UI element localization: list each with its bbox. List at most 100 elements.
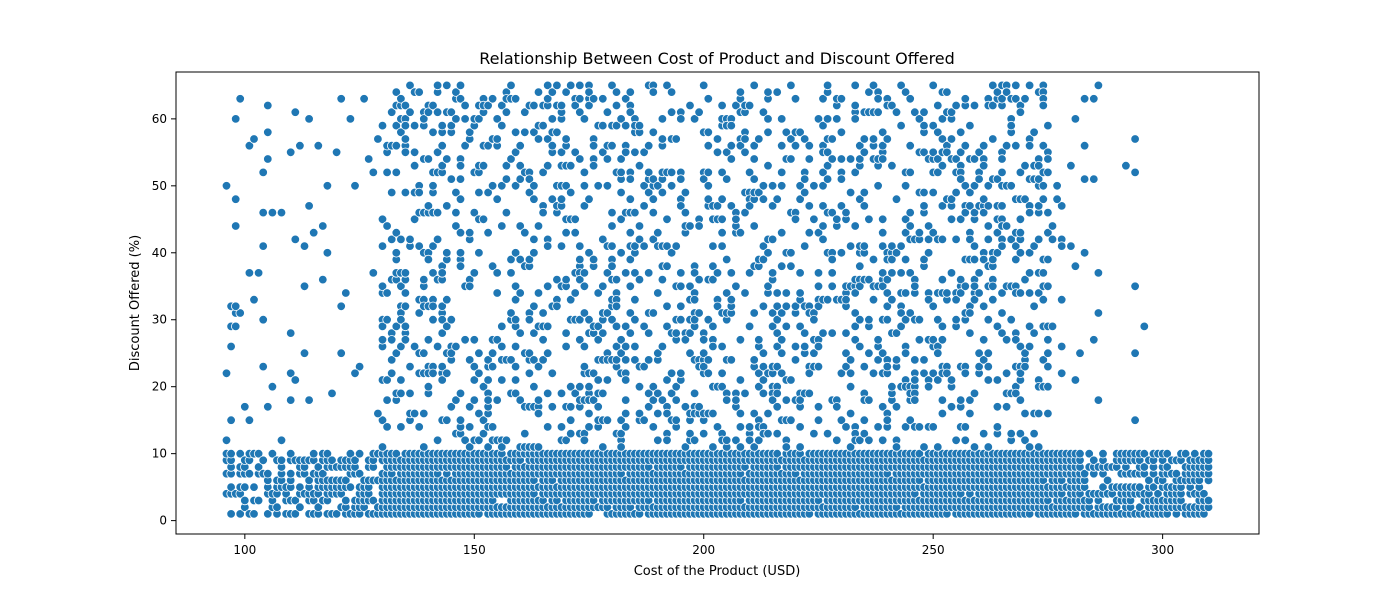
scatter-point: [575, 382, 585, 392]
scatter-point: [969, 100, 980, 111]
scatter-point: [969, 254, 980, 265]
scatter-point: [676, 114, 686, 124]
scatter-point: [1011, 140, 1021, 151]
scatter-point: [813, 341, 824, 352]
scatter-point: [772, 87, 782, 97]
scatter-point: [1006, 315, 1016, 325]
scatter-point: [1015, 248, 1026, 258]
scatter-point: [240, 402, 250, 412]
scatter-point: [864, 395, 874, 405]
scatter-point: [900, 288, 911, 298]
scatter-point: [428, 181, 438, 191]
scatter-point: [1038, 268, 1049, 278]
scatter-point: [543, 160, 553, 171]
scatter-point: [1033, 408, 1044, 419]
scatter-point: [331, 509, 342, 519]
scatter-point: [859, 147, 870, 158]
scatter-point: [1024, 80, 1035, 91]
scatter-point: [455, 80, 466, 91]
scatter-point: [1038, 181, 1049, 191]
scatter-point: [543, 388, 553, 399]
scatter-point: [1047, 321, 1058, 332]
scatter-point: [676, 301, 686, 312]
scatter-point: [644, 140, 654, 151]
scatter-point: [226, 482, 236, 492]
scatter-point: [804, 201, 815, 211]
scatter-point: [286, 449, 296, 459]
scatter-point: [634, 274, 645, 285]
scatter-point: [997, 167, 1007, 178]
scatter-point: [1024, 288, 1035, 298]
scatter-point: [644, 328, 654, 338]
scatter-point: [460, 335, 470, 345]
scatter-point: [552, 301, 562, 312]
scatter-point: [533, 87, 544, 97]
scatter-point: [556, 422, 567, 432]
scatter-point: [561, 134, 571, 144]
scatter-point: [859, 241, 870, 251]
scatter-point: [1098, 449, 1108, 459]
scatter-point: [543, 241, 553, 251]
scatter-point: [639, 241, 649, 251]
scatter-point: [1001, 221, 1012, 231]
scatter-point: [1024, 442, 1035, 452]
scatter-point: [845, 241, 856, 251]
scatter-point: [1130, 167, 1140, 178]
scatter-point: [382, 167, 392, 178]
scatter-point: [588, 160, 599, 171]
scatter-point: [648, 207, 659, 218]
scatter-point: [740, 388, 750, 399]
scatter-point: [299, 281, 310, 292]
scatter-point: [758, 181, 769, 191]
y-tick-label: 20: [152, 380, 167, 394]
scatter-point: [455, 174, 466, 184]
scatter-point: [708, 408, 718, 419]
scatter-point: [928, 80, 938, 91]
scatter-point: [400, 147, 411, 158]
scatter-point: [868, 368, 879, 379]
scatter-point: [795, 422, 805, 432]
scatter-point: [267, 449, 278, 459]
scatter-point: [795, 268, 805, 278]
scatter-point: [621, 422, 631, 432]
scatter-point: [455, 160, 466, 171]
scatter-point: [937, 408, 948, 419]
scatter-point: [575, 254, 585, 265]
scatter-point: [552, 80, 562, 91]
scatter-point: [368, 495, 379, 506]
scatter-point: [937, 274, 948, 285]
scatter-point: [602, 107, 613, 117]
scatter-point: [758, 388, 769, 399]
scatter-point: [575, 80, 585, 91]
scatter-point: [781, 321, 792, 332]
scatter-point: [680, 187, 691, 198]
scatter-point: [974, 174, 984, 184]
scatter-point: [740, 134, 750, 144]
scatter-point: [822, 428, 833, 439]
scatter-point: [928, 301, 938, 312]
scatter-point: [781, 301, 792, 312]
scatter-point: [387, 187, 397, 198]
scatter-point: [276, 207, 287, 218]
scatter-point: [455, 415, 466, 425]
scatter-point: [221, 181, 232, 191]
scatter-point: [671, 415, 681, 425]
scatter-point: [566, 415, 576, 425]
scatter-point: [703, 355, 714, 365]
scatter-point: [313, 462, 324, 472]
scatter-point: [634, 382, 645, 392]
scatter-point: [960, 94, 971, 104]
scatter-point: [1015, 214, 1026, 225]
scatter-point: [979, 140, 989, 151]
scatter-point: [979, 160, 989, 171]
scatter-point: [763, 408, 773, 419]
scatter-point: [304, 395, 314, 405]
scatter-point: [226, 449, 236, 459]
scatter-point: [423, 335, 434, 345]
scatter-point: [621, 341, 631, 352]
scatter-point: [611, 301, 622, 312]
scatter-point: [1029, 328, 1039, 338]
scatter-point: [744, 321, 755, 332]
scatter-point: [992, 422, 1003, 432]
scatter-point: [419, 408, 429, 419]
